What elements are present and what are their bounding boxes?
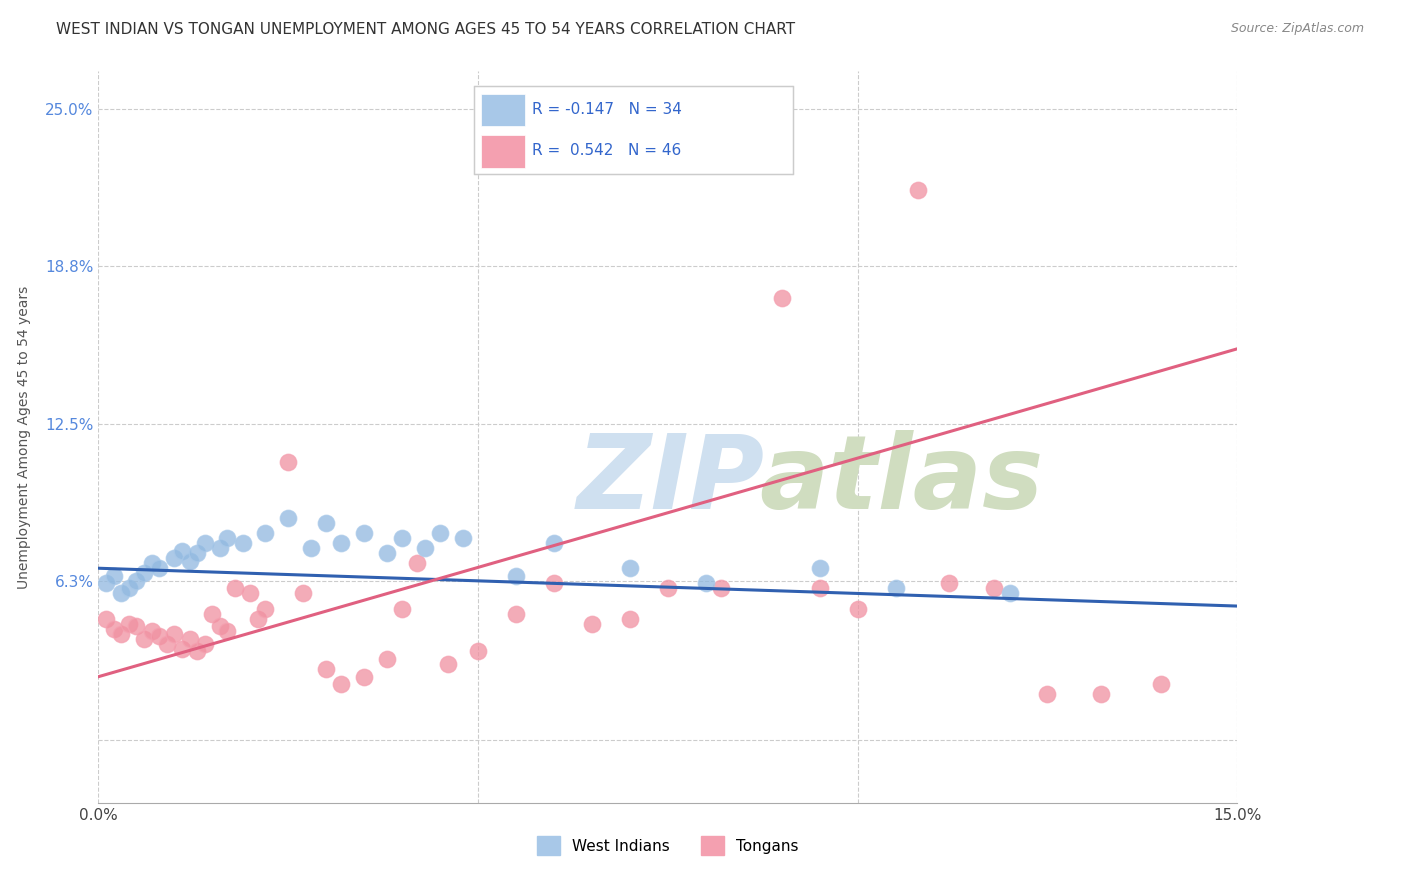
Point (208, 541, 231, 555)
Point (451, 531, 474, 545)
Point (543, 576, 565, 591)
Point (208, 619, 231, 633)
Point (186, 644, 208, 658)
Point (391, 531, 413, 545)
Legend: West Indians, Tongans: West Indians, Tongans (531, 830, 804, 861)
Point (695, 576, 717, 591)
Point (710, 582, 733, 596)
Y-axis label: Unemployment Among Ages 45 to 54 years: Unemployment Among Ages 45 to 54 years (17, 285, 31, 589)
Point (110, 586, 132, 600)
Point (170, 642, 193, 657)
Point (163, 627, 186, 641)
Point (103, 622, 125, 636)
Point (1150, 677, 1173, 691)
Point (125, 619, 148, 633)
Point (156, 637, 179, 651)
Point (1090, 687, 1112, 701)
Point (808, 582, 831, 596)
Point (375, 546, 398, 560)
Point (103, 569, 125, 583)
Point (998, 586, 1021, 600)
Text: WEST INDIAN VS TONGAN UNEMPLOYMENT AMONG AGES 45 TO 54 YEARS CORRELATION CHART: WEST INDIAN VS TONGAN UNEMPLOYMENT AMONG… (56, 22, 796, 37)
Point (179, 554, 201, 568)
Point (413, 541, 436, 555)
Point (239, 586, 262, 600)
Point (884, 582, 907, 596)
Point (467, 644, 489, 658)
Point (375, 652, 398, 666)
Point (292, 586, 315, 600)
Point (353, 525, 375, 540)
Point (132, 632, 155, 646)
Point (983, 582, 1005, 596)
Point (94, 612, 117, 626)
Point (391, 601, 413, 615)
Point (406, 556, 429, 570)
Text: ZIP: ZIP (576, 431, 765, 532)
Point (619, 561, 641, 575)
Point (436, 657, 458, 671)
Point (201, 607, 224, 621)
Point (170, 543, 193, 558)
Point (505, 569, 527, 583)
Point (277, 455, 299, 469)
Point (141, 556, 163, 570)
Point (254, 525, 277, 540)
Point (254, 601, 277, 615)
Point (581, 616, 603, 631)
Point (141, 624, 163, 639)
Point (148, 561, 170, 575)
Point (163, 551, 186, 566)
Point (217, 531, 239, 545)
Point (217, 624, 239, 639)
Point (770, 291, 793, 305)
Point (224, 582, 246, 596)
Point (429, 525, 451, 540)
Point (505, 607, 527, 621)
Point (938, 576, 960, 591)
Point (330, 677, 353, 691)
Point (808, 561, 831, 575)
Point (657, 582, 679, 596)
Point (118, 582, 141, 596)
Point (186, 546, 208, 560)
Point (299, 541, 322, 555)
Point (194, 536, 217, 550)
Point (132, 566, 155, 581)
Point (179, 632, 201, 646)
Point (194, 637, 217, 651)
Point (110, 627, 132, 641)
Text: Source: ZipAtlas.com: Source: ZipAtlas.com (1230, 22, 1364, 36)
Point (125, 574, 148, 588)
Point (118, 616, 141, 631)
Point (846, 601, 869, 615)
Point (619, 612, 641, 626)
Text: atlas: atlas (759, 431, 1043, 532)
Point (246, 612, 269, 626)
Point (543, 536, 565, 550)
Point (315, 662, 337, 676)
Point (315, 516, 337, 530)
Point (1036, 687, 1059, 701)
Point (907, 183, 929, 197)
Point (148, 629, 170, 643)
Point (330, 536, 353, 550)
Point (232, 536, 254, 550)
Point (94, 576, 117, 591)
Point (277, 510, 299, 524)
Point (353, 670, 375, 684)
